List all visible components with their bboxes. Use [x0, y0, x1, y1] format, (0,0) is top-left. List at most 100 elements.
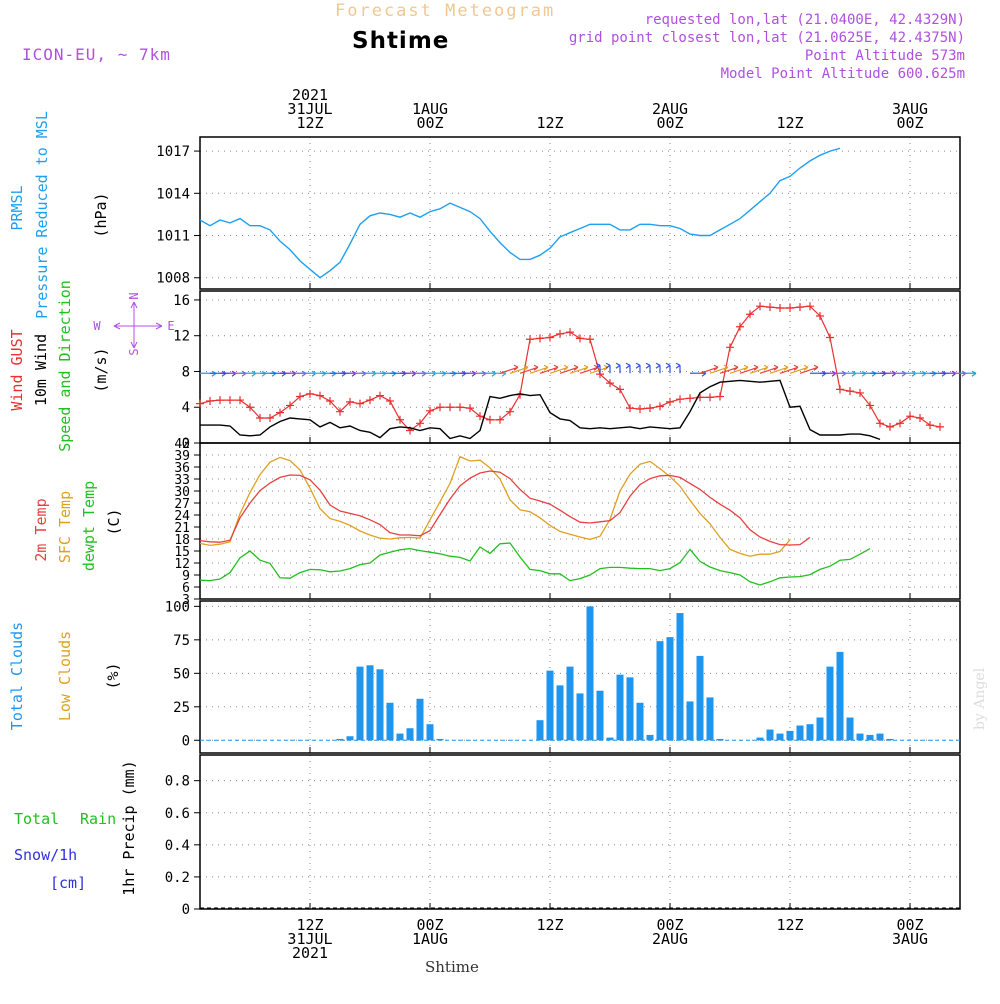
- cloud-bar: [826, 666, 834, 741]
- time-label-bottom: 00Z: [656, 916, 683, 934]
- gust-point: [486, 415, 494, 424]
- cloud-bar: [366, 665, 374, 741]
- panel-frames: [199, 136, 961, 910]
- gust-point: [506, 407, 514, 416]
- gust-point: [856, 388, 864, 397]
- wind-direction-arrow: [569, 364, 589, 374]
- wind-label-speed-dir: Speed and Direction: [56, 280, 74, 452]
- gust-point: [656, 402, 664, 411]
- wind-direction-arrow: [960, 370, 977, 377]
- gust-point: [636, 405, 644, 414]
- temp-ytick-label: 21: [174, 521, 190, 536]
- gust-point: [476, 412, 484, 421]
- precip-ytick-label: 0.2: [165, 870, 190, 886]
- cloud-bar: [696, 655, 704, 741]
- gust-point: [326, 396, 334, 405]
- gust-point: [536, 334, 544, 343]
- wind-direction-arrow: [789, 364, 809, 374]
- cloud-bar: [606, 737, 614, 741]
- time-label-top: 12Z: [536, 114, 563, 132]
- cloud-bar: [426, 724, 434, 741]
- precip-ytick-label: 0.8: [165, 774, 190, 790]
- cloud-bar: [546, 670, 554, 741]
- cloud-bar: [686, 701, 694, 741]
- compass-north: N: [127, 292, 141, 299]
- gust-point: [266, 413, 274, 422]
- cloud-label-low: Low Clouds: [56, 631, 74, 721]
- cloud-bar: [836, 651, 844, 741]
- time-label-top: 12Z: [296, 114, 323, 132]
- wind-direction-arrow: [645, 362, 651, 374]
- wind-direction-arrow: [509, 364, 529, 374]
- wind-direction-arrow: [709, 364, 729, 374]
- time-label-bottom: 1AUG: [412, 930, 448, 948]
- gust-point: [726, 343, 734, 352]
- product-title: Forecast Meteogram: [335, 1, 555, 21]
- temp-ytick-label: 27: [174, 497, 190, 512]
- wind-direction-arrow: [595, 362, 601, 374]
- temp-ytick-label: 18: [174, 533, 190, 548]
- time-label-top: 2AUG: [652, 100, 688, 118]
- sfc-temp-line: [199, 455, 791, 557]
- model-altitude: Model Point Altitude 600.625m: [721, 66, 965, 82]
- temp-ytick-label: 42: [174, 437, 190, 452]
- cloud-bar: [846, 717, 854, 741]
- gust-point: [356, 399, 364, 408]
- cloud-bar: [676, 613, 684, 741]
- temp-ytick-label: 24: [174, 509, 190, 524]
- gust-point: [906, 412, 914, 421]
- wind-compass: W E N S: [93, 292, 174, 355]
- wind-direction-arrow: [675, 362, 681, 374]
- precip-labels: Total Rain Snow/1h [cm] 1hr Precip (mm): [14, 760, 138, 895]
- gust-point: [716, 392, 724, 401]
- gust-point: [546, 333, 554, 342]
- cloud-bar: [406, 728, 414, 741]
- precip-label-total: Total: [14, 810, 59, 828]
- wind-direction-arrow: [719, 364, 739, 374]
- temp-label-2m: 2m Temp: [32, 498, 50, 561]
- precip-label-cm: [cm]: [50, 874, 86, 892]
- gust-point: [836, 385, 844, 394]
- cloud-bar: [626, 677, 634, 741]
- wind-direction-arrow: [729, 364, 749, 374]
- gust-point: [616, 385, 624, 394]
- cloud-bar: [776, 733, 784, 741]
- cloud-bar: [376, 669, 384, 741]
- time-label-top: 12Z: [776, 114, 803, 132]
- cloud-bar: [416, 698, 424, 741]
- time-label-bottom: 2021: [292, 944, 328, 962]
- cloud-bar: [336, 738, 344, 741]
- gust-point: [746, 310, 754, 319]
- wind-ytick-label: 12: [173, 329, 190, 345]
- gust-point: [786, 303, 794, 312]
- gust-point: [666, 397, 674, 406]
- gridpoint-coords: grid point closest lon,lat (21.0625E, 42…: [569, 30, 965, 46]
- grid-lines: [200, 137, 960, 910]
- wind-direction-arrow: [605, 362, 611, 374]
- cloud-label-total: Total Clouds: [8, 622, 26, 730]
- cloud-bar: [806, 724, 814, 741]
- wind-ytick-label: 4: [182, 400, 190, 416]
- wind-direction-arrow: [779, 364, 799, 374]
- gust-point: [876, 419, 884, 428]
- time-label-top: 1AUG: [412, 100, 448, 118]
- clouds-ytick-label: 50: [173, 666, 190, 682]
- gust-point: [306, 389, 314, 398]
- gust-point: [376, 391, 384, 400]
- precip-ytick-label: 0: [182, 902, 190, 918]
- precip-label-snow: Snow/1h: [14, 846, 77, 864]
- wind-ytick-label: 8: [182, 364, 190, 380]
- dewpt-line: [199, 542, 871, 586]
- wind-direction-arrow: [769, 364, 789, 374]
- clouds-ytick-label: 0: [182, 733, 190, 749]
- wind-label-unit: (m/s): [92, 347, 110, 392]
- gust-point: [686, 394, 694, 403]
- wind-ytick-label: 16: [173, 293, 190, 309]
- clouds-panel-frame: [199, 600, 961, 754]
- gust-point: [206, 396, 214, 405]
- cloud-bar: [576, 693, 584, 741]
- cloud-bar: [386, 702, 394, 741]
- wind-panel-frame: [199, 290, 961, 444]
- time-label-bottom: 00Z: [896, 916, 923, 934]
- gust-point: [436, 403, 444, 412]
